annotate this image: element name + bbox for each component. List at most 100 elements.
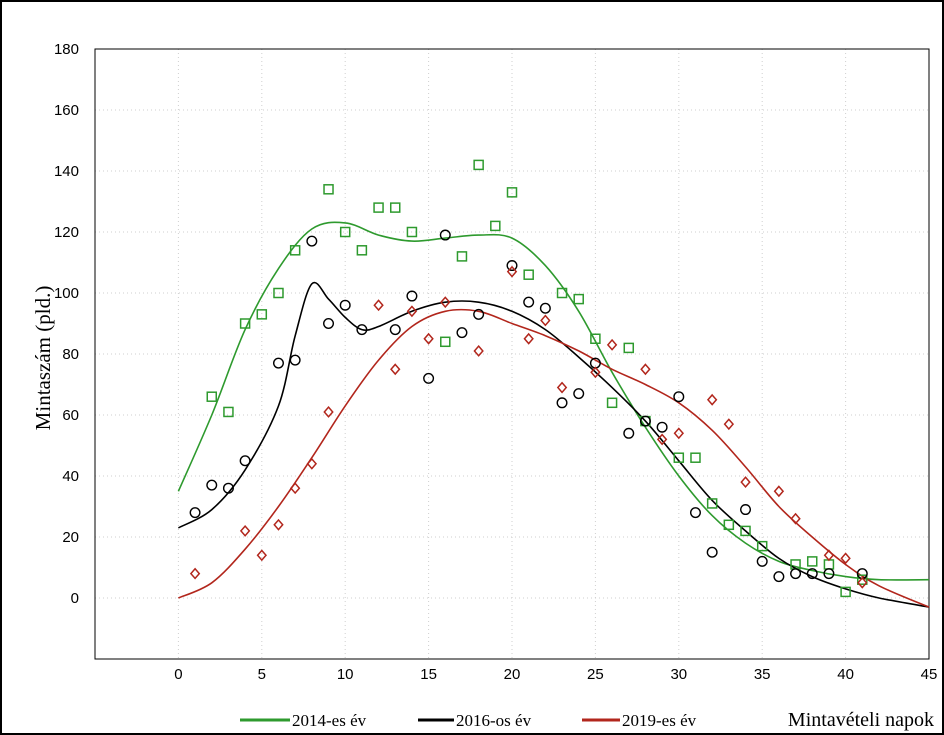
data-point-series-1: [723, 519, 735, 531]
data-point-series-2: [356, 324, 368, 336]
y-tick-label: 40: [62, 468, 79, 485]
x-tick-label: 35: [754, 666, 771, 683]
data-point-series-2: [189, 507, 201, 519]
x-tick-label: 30: [670, 666, 687, 683]
data-point-series-3: [857, 576, 868, 589]
data-point-series-3: [440, 296, 451, 309]
data-point-series-1: [590, 333, 601, 344]
data-point-series-1: [740, 525, 751, 537]
data-point-series-2: [773, 571, 785, 583]
data-point-series-1: [473, 159, 484, 171]
data-markers: [189, 159, 868, 598]
x-tick-label: 40: [837, 666, 854, 683]
data-point-series-3: [523, 332, 534, 345]
data-point-series-1: [456, 251, 468, 262]
x-tick-label: 0: [174, 666, 182, 683]
data-point-series-2: [423, 372, 435, 384]
data-point-series-3: [823, 549, 835, 562]
data-point-series-3: [423, 332, 434, 345]
x-tick-label: 5: [258, 666, 266, 683]
data-point-series-1: [823, 559, 835, 570]
data-point-series-2: [806, 568, 818, 580]
data-point-series-2: [689, 507, 701, 519]
data-point-series-2: [639, 415, 651, 427]
y-tick-label: 120: [54, 224, 79, 241]
y-axis-title: Mintaszám (pld.): [31, 286, 55, 431]
data-point-series-1: [356, 245, 368, 256]
data-point-series-2: [339, 299, 351, 311]
data-point-series-2: [289, 354, 301, 366]
data-point-series-3: [673, 427, 684, 440]
data-point-series-1: [206, 391, 218, 402]
data-point-series-1: [339, 226, 351, 238]
data-point-series-1: [673, 452, 685, 463]
data-point-series-1: [273, 287, 284, 299]
data-point-series-1: [223, 406, 234, 418]
x-tick-label: 25: [587, 666, 604, 683]
data-point-series-1: [406, 226, 418, 238]
data-point-series-2: [473, 308, 485, 320]
y-tick-label: 20: [62, 529, 79, 546]
data-point-series-1: [573, 293, 584, 305]
legend-label-series-3: 2019-es év: [622, 711, 697, 730]
data-point-series-3: [590, 366, 601, 379]
fit-curve-series-3: [178, 308, 930, 608]
data-point-series-2: [756, 555, 768, 567]
legend-label-series-2: 2016-os év: [456, 711, 532, 730]
legend-label-series-1: 2014-es év: [292, 711, 367, 730]
data-point-series-2: [439, 229, 451, 241]
data-point-series-1: [239, 318, 251, 329]
data-point-series-2: [456, 327, 468, 339]
data-point-series-2: [740, 504, 752, 516]
data-point-series-2: [556, 397, 568, 409]
y-tick-label: 80: [62, 346, 79, 363]
data-point-series-1: [556, 287, 568, 299]
data-point-series-3: [706, 393, 718, 406]
data-point-series-1: [756, 540, 768, 552]
data-point-series-1: [706, 498, 718, 509]
data-point-series-2: [272, 357, 284, 369]
data-point-series-2: [389, 324, 401, 336]
data-point-series-3: [289, 482, 301, 495]
data-point-series-3: [640, 363, 651, 376]
data-point-series-2: [206, 479, 218, 491]
data-point-series-1: [256, 309, 268, 320]
data-point-series-1: [373, 202, 384, 213]
data-point-series-1: [606, 397, 618, 409]
data-point-series-1: [857, 574, 868, 585]
data-point-series-3: [540, 314, 551, 327]
tick-labels: 0 5 10 15 20 25 30 35 40 45 0 20 40 60 80 100 120 140 160 1…: [54, 41, 937, 683]
data-point-series-3: [390, 363, 401, 376]
data-point-series-3: [506, 265, 518, 278]
y-tick-label: 100: [54, 285, 79, 302]
data-point-series-3: [373, 299, 384, 312]
fit-curve-series-2: [178, 281, 930, 608]
data-point-series-2: [823, 568, 835, 580]
x-tick-label: 10: [337, 666, 354, 683]
data-point-series-3: [606, 338, 618, 351]
data-point-series-3: [556, 381, 568, 394]
data-point-series-3: [740, 476, 751, 489]
data-point-series-3: [239, 524, 251, 537]
x-axis-title: Mintavételi napok: [788, 709, 934, 731]
data-point-series-3: [790, 512, 801, 525]
data-point-series-3: [723, 418, 735, 431]
y-tick-label: 180: [54, 41, 79, 58]
data-point-series-1: [806, 556, 818, 567]
data-point-series-1: [323, 184, 334, 195]
data-point-series-2: [673, 391, 685, 403]
data-point-series-3: [273, 518, 284, 531]
grid: [95, 48, 930, 659]
data-point-series-1: [840, 586, 851, 598]
data-point-series-2: [790, 568, 802, 580]
y-tick-label: 0: [71, 590, 79, 607]
legend: 2014-es év 2016-os év 2019-es év: [240, 711, 697, 730]
data-point-series-3: [323, 406, 334, 418]
y-tick-label: 140: [54, 163, 79, 180]
data-point-series-2: [623, 427, 635, 439]
x-tick-label: 20: [504, 666, 521, 683]
data-point-series-3: [406, 305, 418, 318]
data-point-series-2: [573, 388, 585, 400]
data-point-series-2: [706, 546, 718, 558]
